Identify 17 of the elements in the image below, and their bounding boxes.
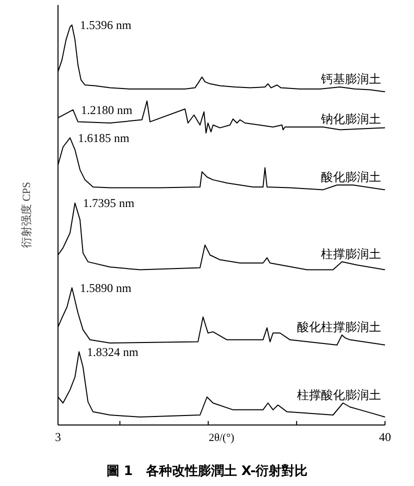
series-label: 柱撑酸化膨润土 [297,388,381,402]
x-tick-label: 40 [379,430,391,444]
annotation: 1.7395 nm [82,196,135,210]
series-label: 酸化膨润土 [321,170,381,184]
series-label: 酸化柱撑膨润土 [297,320,381,334]
x-tick-label: 3 [55,430,61,444]
annotation: 1.5890 nm [80,280,132,295]
series-label: 柱撑膨润土 [321,246,381,261]
series-label: 钠化膨润土 [320,112,381,126]
y-axis-title: 衍射强度 CPS [20,182,33,248]
annotation: 1.6185 nm [78,130,130,145]
annotation: 1.8324 nm [87,344,140,359]
annotation: 1.5396 nm [80,18,132,32]
x-axis-title: 2θ/(°) [208,432,235,444]
series-label: 钙基膨润土 [320,72,381,86]
annotation: 1.2180 nm [81,102,134,117]
text: 圖 1 各种改性膨潤土 X-衍射對比 [106,464,308,479]
